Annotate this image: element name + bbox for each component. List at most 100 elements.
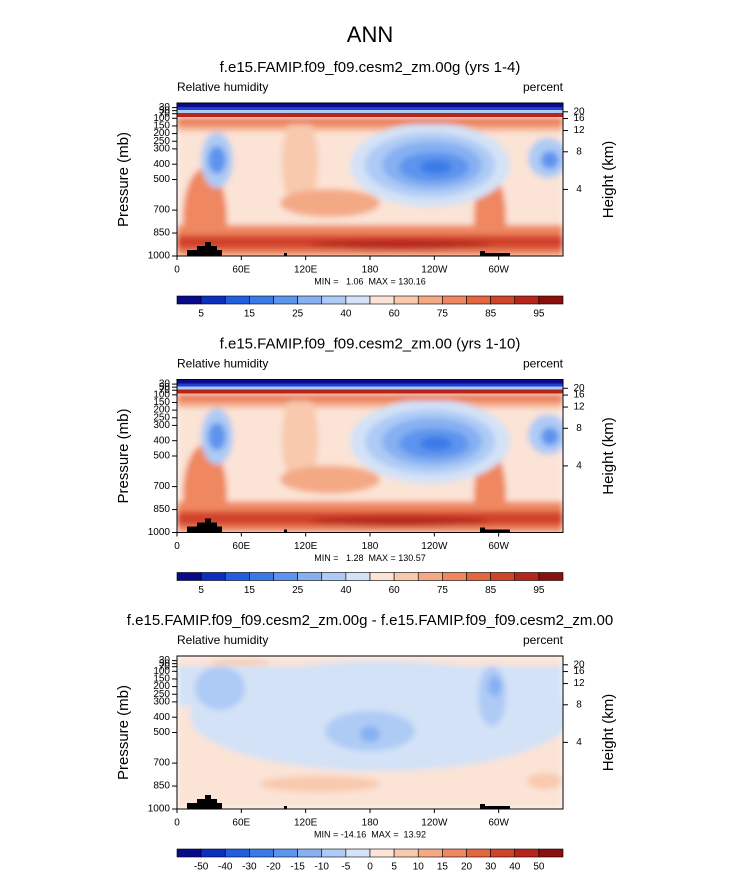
x-tick-label: 120E bbox=[294, 265, 318, 276]
colorbar-box bbox=[490, 295, 516, 305]
topography bbox=[187, 518, 222, 533]
stratosphere bbox=[177, 103, 563, 107]
colorbar-label: 15 bbox=[244, 585, 256, 596]
contour-fill bbox=[282, 389, 318, 490]
colorbar-label: 15 bbox=[244, 309, 256, 320]
x-tick-label: 180 bbox=[362, 265, 379, 276]
stratosphere bbox=[177, 110, 563, 113]
colorbar-box bbox=[417, 848, 443, 858]
topography bbox=[284, 253, 287, 256]
colorbar-box bbox=[538, 295, 564, 305]
y2-tick-label: 8 bbox=[576, 423, 582, 434]
colorbar-label: 20 bbox=[461, 862, 473, 872]
contour-fill bbox=[210, 659, 270, 665]
colorbar-label: -50 bbox=[194, 862, 209, 872]
stratosphere bbox=[177, 386, 563, 390]
colorbar-box bbox=[514, 848, 540, 858]
colorbar-box bbox=[249, 295, 274, 305]
stratosphere bbox=[177, 103, 563, 112]
y-tick-label: 700 bbox=[153, 205, 170, 216]
colorbar-box bbox=[297, 295, 323, 305]
colorbar-label: 50 bbox=[533, 862, 545, 872]
colorbar-box bbox=[538, 572, 564, 581]
colorbar-box bbox=[345, 848, 371, 858]
y-tick-label: 400 bbox=[153, 712, 170, 723]
colorbar-box bbox=[442, 572, 467, 581]
colorbar-box bbox=[393, 572, 419, 581]
y-axis-label: Pressure (mb) bbox=[115, 408, 132, 503]
y-tick-label: 30 bbox=[159, 655, 171, 666]
tropopause bbox=[177, 113, 563, 117]
y2-tick-label: 20 bbox=[573, 106, 585, 117]
y-tick-label: 30 bbox=[159, 379, 171, 390]
colorbar-box bbox=[321, 295, 347, 305]
colorbar-box bbox=[224, 572, 250, 581]
colorbar-label: -5 bbox=[341, 862, 350, 872]
contour-fill bbox=[208, 146, 226, 174]
x-tick-label: 180 bbox=[362, 818, 379, 829]
y2-tick-label: 16 bbox=[573, 113, 585, 124]
colorbar-box bbox=[176, 572, 202, 581]
colorbar-box bbox=[442, 295, 467, 305]
y-tick-label: 200 bbox=[153, 681, 170, 692]
y-axis-label: Pressure (mb) bbox=[115, 685, 132, 780]
contour-fill bbox=[478, 666, 506, 726]
colorbar-label: 5 bbox=[198, 585, 204, 596]
colorbar-box bbox=[369, 572, 395, 581]
colorbar-box bbox=[442, 848, 467, 858]
stratosphere bbox=[177, 379, 563, 384]
colorbar-box bbox=[321, 848, 347, 858]
colorbar-box bbox=[490, 848, 516, 858]
colorbar-box bbox=[514, 295, 540, 305]
y-tick-label: 300 bbox=[153, 420, 170, 431]
colorbar-box bbox=[345, 572, 371, 581]
panel-title: f.e15.FAMIP.f09_f09.cesm2_zm.00g (yrs 1-… bbox=[220, 59, 521, 76]
colorbar-label: 60 bbox=[389, 309, 401, 320]
y-tick-label: 1000 bbox=[148, 251, 171, 262]
colorbar-box bbox=[176, 295, 202, 305]
colorbar-label: 15 bbox=[437, 862, 449, 872]
x-tick-label: 120E bbox=[294, 541, 318, 552]
contour-fill bbox=[208, 422, 226, 451]
panel: f.e15.FAMIP.f09_f09.cesm2_zm.00g (yrs 1-… bbox=[115, 59, 617, 320]
y-tick-label: 400 bbox=[153, 159, 170, 170]
contour-fill bbox=[360, 726, 380, 742]
y-axis-label: Pressure (mb) bbox=[115, 132, 132, 227]
colorbar-label: 95 bbox=[533, 585, 545, 596]
y-tick-label: 300 bbox=[153, 144, 170, 155]
left-label: Relative humidity bbox=[177, 80, 268, 94]
colorbar-box bbox=[321, 572, 347, 581]
y2-tick-label: 4 bbox=[576, 184, 582, 195]
y-tick-label: 70 bbox=[159, 661, 171, 672]
figure-title: ANN bbox=[347, 22, 393, 47]
colorbar-label: 5 bbox=[391, 862, 397, 872]
y2-tick-label: 20 bbox=[573, 383, 585, 394]
colorbar-box bbox=[224, 848, 250, 858]
x-tick-label: 60E bbox=[232, 541, 250, 552]
y-tick-label: 250 bbox=[153, 689, 170, 700]
x-tick-label: 180 bbox=[362, 541, 379, 552]
y-tick-label: 850 bbox=[153, 781, 170, 792]
y2-tick-label: 8 bbox=[576, 699, 582, 710]
colorbar-label: 75 bbox=[437, 585, 449, 596]
y-tick-label: 70 bbox=[159, 385, 171, 396]
x-tick-label: 120W bbox=[421, 265, 448, 276]
y-tick-label: 30 bbox=[159, 102, 171, 113]
contour-fill bbox=[280, 465, 380, 494]
topography bbox=[187, 242, 222, 256]
y2-tick-label: 16 bbox=[573, 390, 585, 401]
left-label: Relative humidity bbox=[177, 357, 268, 371]
colorbar-box bbox=[249, 572, 274, 581]
panel-title: f.e15.FAMIP.f09_f09.cesm2_zm.00 (yrs 1-1… bbox=[220, 335, 521, 352]
colorbar-box bbox=[490, 572, 516, 581]
colorbar-box bbox=[466, 572, 491, 581]
contour-fill bbox=[280, 189, 380, 217]
y2-tick-label: 12 bbox=[573, 125, 585, 136]
y-tick-label: 850 bbox=[153, 504, 170, 515]
colorbar-label: 30 bbox=[485, 862, 497, 872]
colorbar-label: 10 bbox=[413, 862, 425, 872]
y-tick-label: 200 bbox=[153, 128, 170, 139]
right-label: percent bbox=[523, 80, 564, 94]
y2-tick-label: 4 bbox=[576, 461, 582, 472]
topography bbox=[480, 251, 510, 256]
